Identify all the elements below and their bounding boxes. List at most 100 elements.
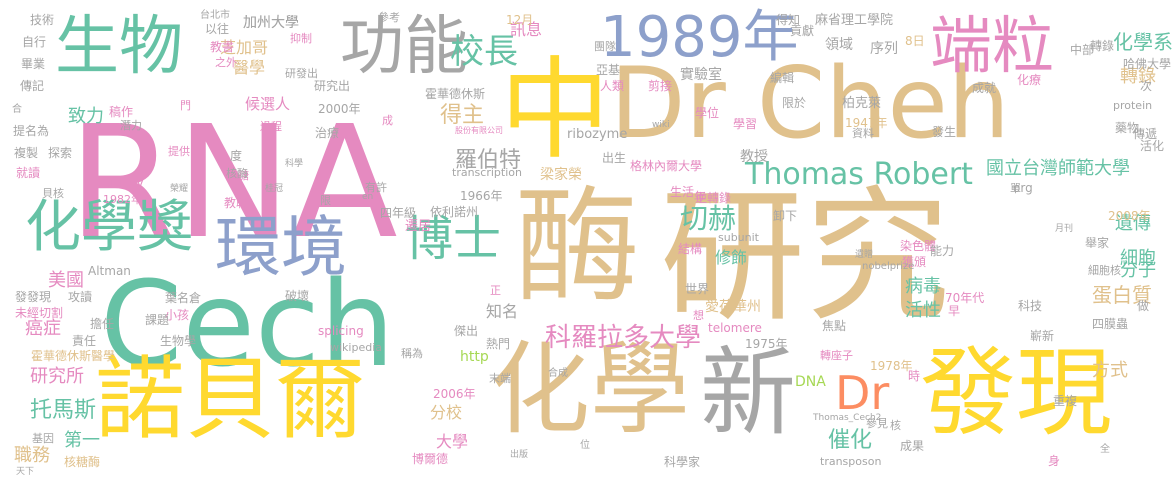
- word-zh-96: 細胞核: [1088, 264, 1121, 277]
- word-zh-173: 潛力: [120, 119, 142, 132]
- word-zh-163: 次: [1140, 79, 1153, 93]
- word-zh-147: 熱門: [486, 337, 511, 351]
- word-zh-177: 成: [382, 114, 393, 127]
- word-1975-83: 1975年: [745, 337, 788, 351]
- word-zh-178: 提供: [168, 145, 190, 158]
- word-zh-27: 化學系: [1113, 30, 1173, 54]
- word-zh-64: 就讀: [16, 166, 41, 180]
- word-zh-188: 核: [890, 419, 901, 432]
- word-zh-193: 科學: [285, 159, 304, 169]
- word-zh-153: 核糖酶: [64, 455, 101, 469]
- word-zh-119: 亞基: [596, 63, 621, 77]
- word-zh-69: 柏克萊: [842, 96, 882, 111]
- word-zh-60: 傳記: [20, 79, 45, 93]
- word-zh-172: 稿作: [109, 105, 134, 119]
- word-zh-41: 職務: [14, 445, 50, 466]
- word-zh-61: 提名為: [13, 124, 50, 138]
- word-zh-7: 化學: [490, 331, 690, 448]
- word-zh-30: 分子: [1120, 260, 1156, 281]
- word-org-156: org: [1013, 181, 1033, 195]
- word-zh-75: 逆轉錄: [695, 191, 732, 205]
- word-1978-84: 1978年: [870, 359, 913, 373]
- word-zh-66: 研究出: [314, 79, 351, 93]
- word-zh-33: 病毒: [905, 276, 941, 297]
- word-zh-24: 催化: [828, 428, 873, 453]
- word-zh-150: 合成: [548, 368, 568, 379]
- word-zh-57: 技術: [30, 13, 55, 27]
- word-12-53: 12月: [506, 13, 534, 27]
- word-zh-38: 癌症: [25, 318, 61, 339]
- word-zh-78: 四年級: [380, 206, 417, 220]
- word-70-93: 70年代: [945, 291, 985, 305]
- word-zh-115: 貢獻: [790, 24, 815, 38]
- word-zh-101: 轉錄: [1090, 39, 1115, 53]
- word-zh-151: 博爾德: [412, 452, 449, 466]
- word-zh-37: 美國: [48, 270, 84, 291]
- word-zh-154: 基因: [32, 432, 54, 445]
- word-zh-102: 中部: [1070, 43, 1095, 57]
- word-zh-139: 攻讀: [68, 290, 93, 304]
- word-zh-194: 榮耀: [170, 184, 189, 194]
- word-zh-9: 發現: [920, 337, 1112, 449]
- word-zh-120: 卸下: [773, 209, 798, 223]
- word-zh-182: 限: [320, 194, 331, 207]
- word-http-80: http: [460, 349, 489, 365]
- word-zh-112: 剪接: [648, 79, 673, 93]
- word-zh-195: 桂冠: [265, 184, 284, 194]
- word-zh-6: 諾貝爾: [95, 347, 365, 452]
- word-zh-8: 新: [700, 337, 796, 449]
- word-zh-169: 抑制: [290, 32, 312, 45]
- word-zh-29: 遺傳: [1115, 213, 1151, 234]
- word-zh-79: 依利諾州: [430, 205, 479, 219]
- word-zh-74: 生活: [670, 185, 695, 199]
- word-zh-36: 致力: [68, 106, 104, 127]
- word-zh-89: 生物學: [160, 334, 197, 348]
- word-zh-31: 細胞: [1120, 248, 1156, 269]
- word-zh-170: 之外: [215, 56, 237, 69]
- word-altman-132: Altman: [88, 264, 131, 278]
- word-zh-45: 修飾: [715, 248, 748, 267]
- word-zh-11: 化學獎: [25, 195, 193, 260]
- word-dna-81: DNA: [795, 374, 826, 390]
- word-zh-186: 年: [694, 190, 707, 204]
- word-telomere-126: telomere: [708, 321, 762, 335]
- word-zh-43: 大學: [436, 432, 469, 451]
- word-zh-143: 小孩: [165, 308, 190, 322]
- word-zh-104: 化療: [1017, 73, 1042, 87]
- word-zh-15: 端粒: [930, 9, 1055, 82]
- word-zh-99: 哈佛大學: [1123, 57, 1172, 71]
- word-zh-47: 實驗室: [680, 67, 722, 83]
- word-zh-137: 發發現: [15, 290, 52, 304]
- word-zh-21: 托馬斯: [30, 398, 97, 423]
- word-zh-28: 轉錄: [1120, 66, 1156, 87]
- word-dr-cheh-5: Dr Cheh: [610, 47, 1010, 161]
- word-zh-52: 訊息: [510, 20, 543, 39]
- word-zh-197: 天下: [16, 467, 35, 477]
- word-zh-198: 遺贈: [855, 250, 874, 260]
- word-zh-117: 限於: [782, 96, 807, 110]
- word-zh-168: 教書: [210, 40, 235, 54]
- word-wikipedia-131: wikipedia: [330, 341, 383, 354]
- word-zh-202: 全: [1100, 444, 1110, 455]
- word-zh-161: 嶄新: [1030, 329, 1055, 343]
- word-zh-187: 單: [1010, 182, 1021, 195]
- word-zh-73: 出生: [602, 151, 627, 165]
- word-zh-159: 參見: [866, 417, 888, 430]
- word-zh-160: 時: [908, 369, 921, 383]
- word-dr-17: Dr: [835, 366, 890, 420]
- word-zh-65: 候選人: [245, 95, 291, 113]
- word-2008-85: 2008年: [1108, 209, 1151, 223]
- word-zh-107: 藥物: [1115, 121, 1140, 135]
- word-zh-164: 身: [1048, 454, 1061, 468]
- word-zh-16: 博士: [405, 211, 502, 267]
- word-rna-0: RNA: [68, 92, 398, 273]
- word-zh-167: 參考: [378, 11, 400, 24]
- word-zh-63: 探索: [48, 146, 73, 160]
- word-thomas-robert-20: Thomas Robert: [745, 157, 973, 192]
- word-zh-145: 破壞: [285, 289, 310, 303]
- word-subunit-125: subunit: [718, 231, 759, 244]
- word-zh-110: 學位: [695, 106, 720, 120]
- word-zh-179: 度: [230, 149, 243, 163]
- word-1989-14: 1989年: [600, 5, 799, 70]
- word-zh-35: 方式: [1092, 360, 1128, 381]
